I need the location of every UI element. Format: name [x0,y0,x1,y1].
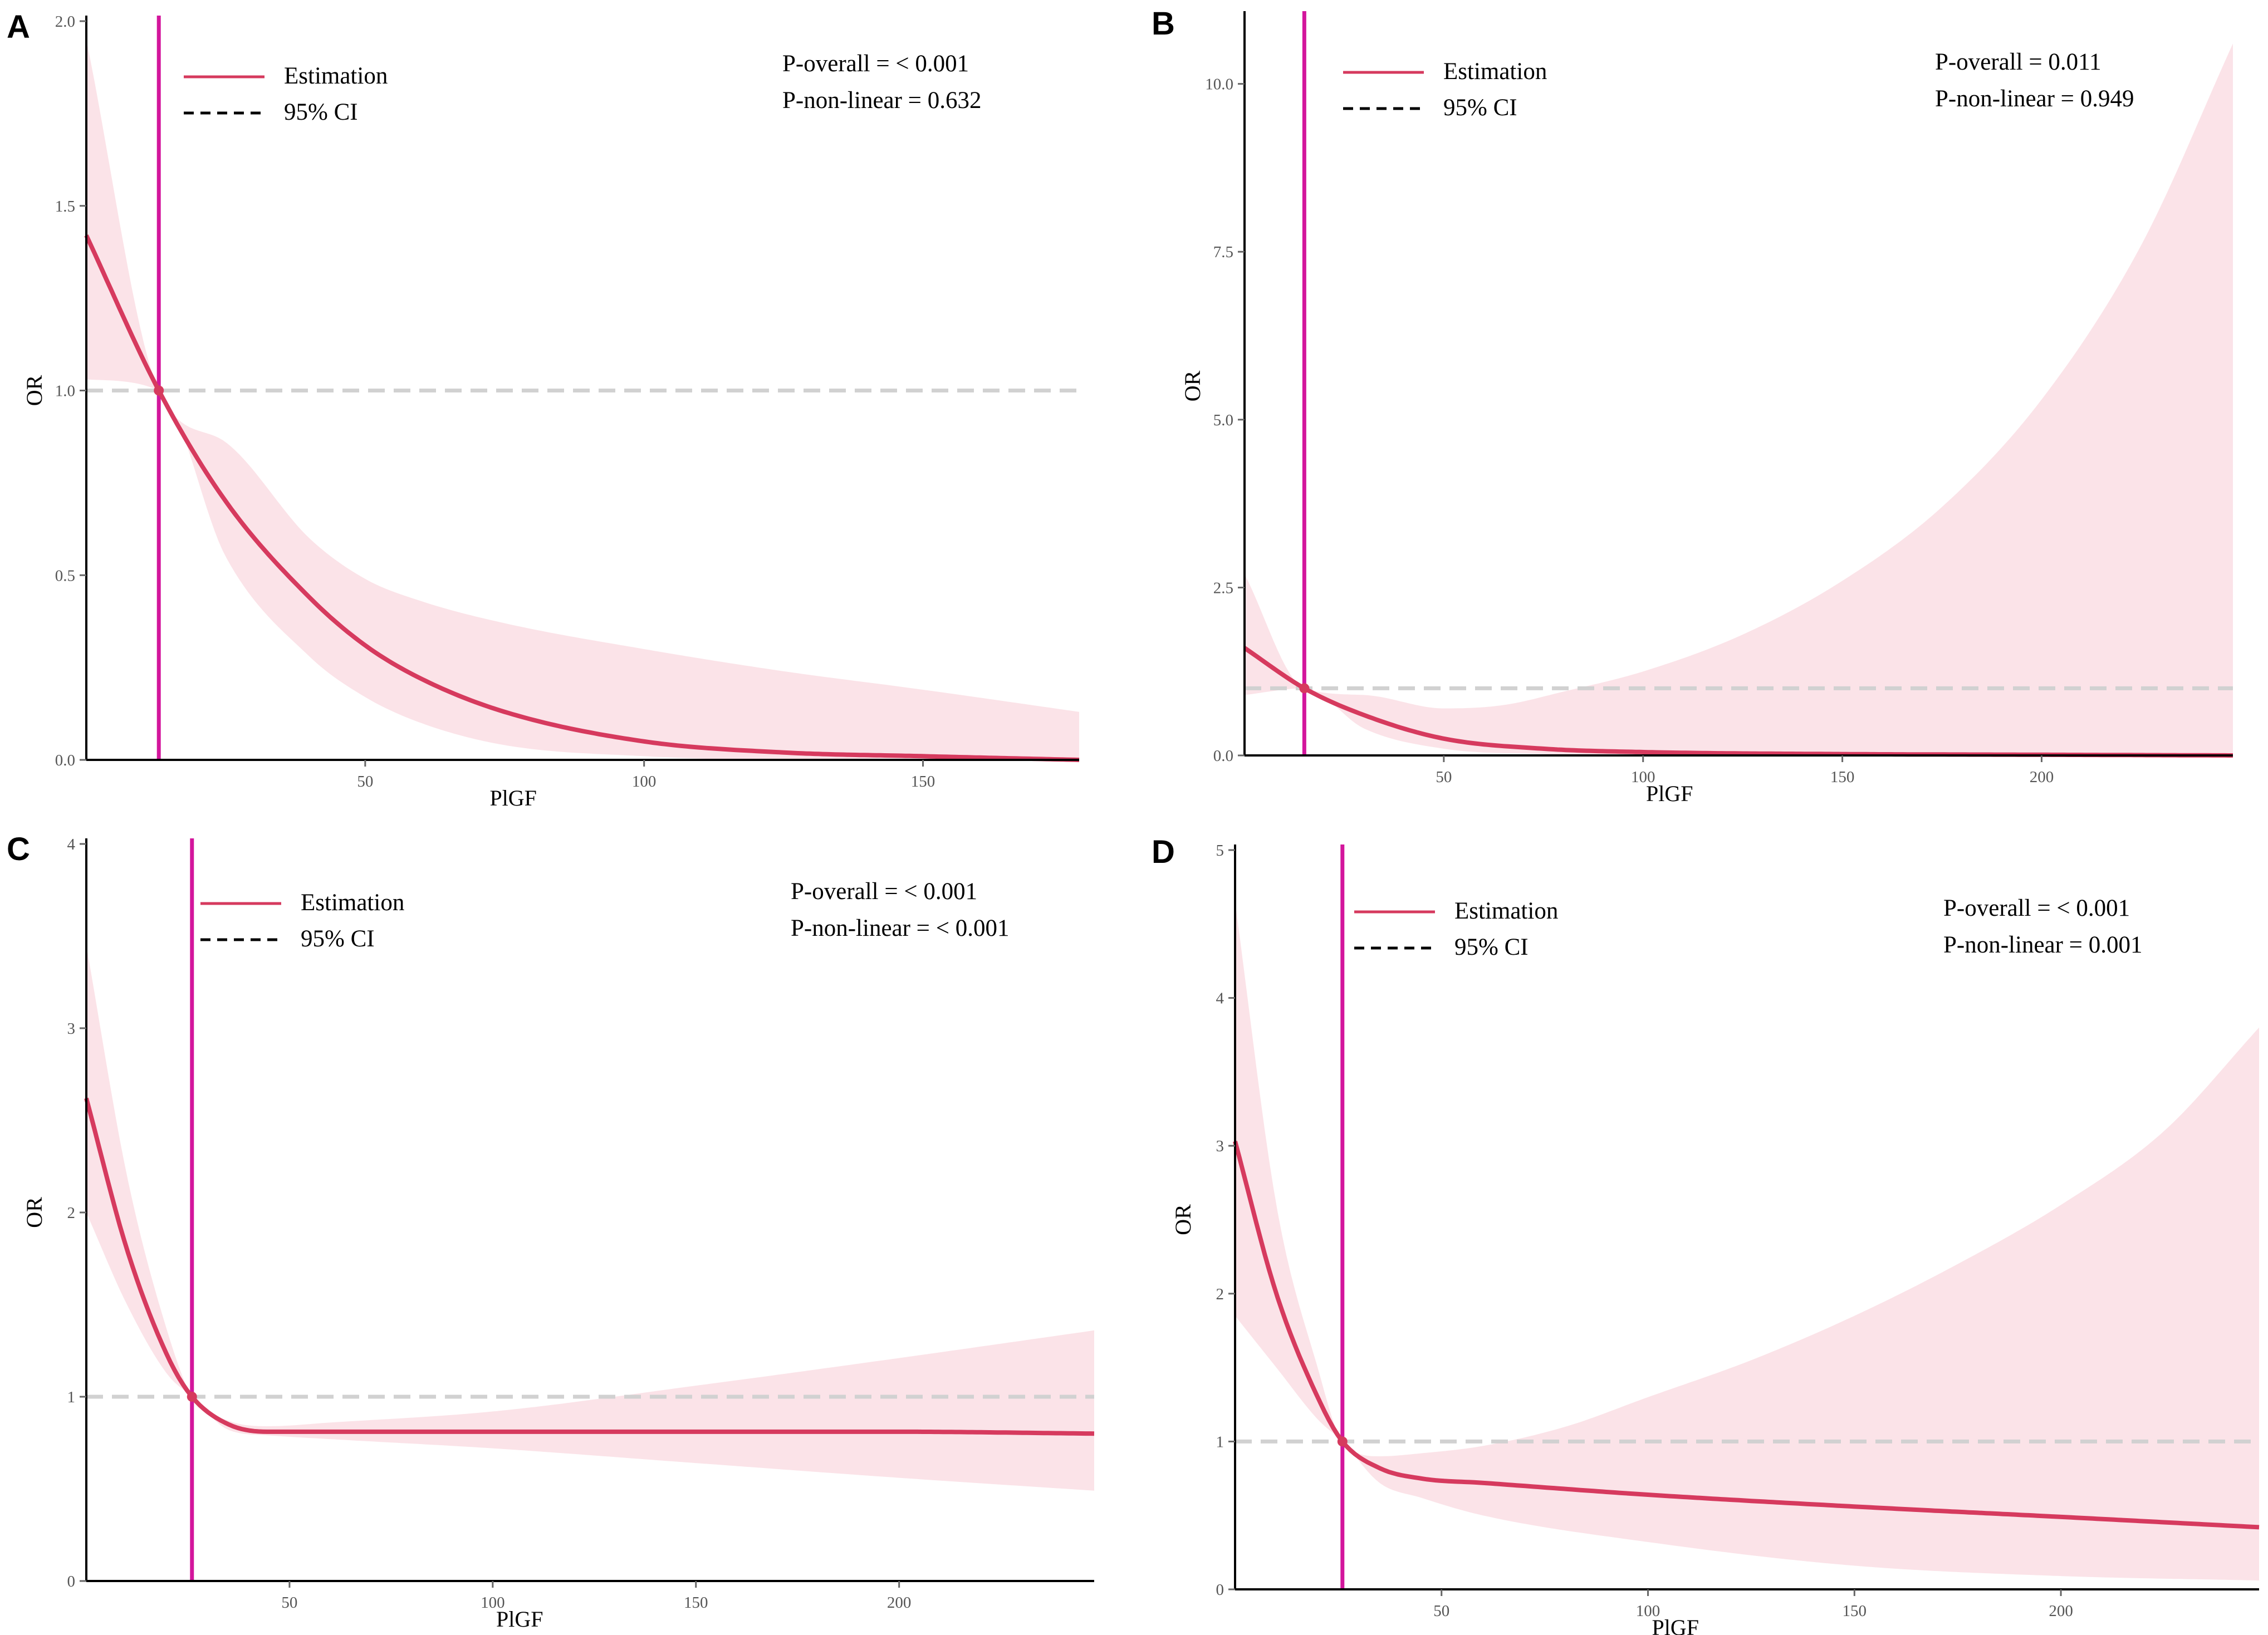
panel-b-x-tick-label: 50 [1436,768,1452,786]
panel-c-x-ticks: 50 100 150 200 [281,1581,911,1612]
panel-d-y-tick-label: 1 [1216,1433,1224,1451]
panel-c-x-label: PlGF [496,1607,543,1632]
panel-a-legend: Estimation 95% CI [184,63,388,125]
panel-d-estimate-line [1233,1141,2260,1530]
panel-a-estimate-line [84,234,1080,762]
panel-a-x-label: PlGF [489,785,537,811]
panel-b-y-tick-label: 10.0 [1205,76,1233,94]
panel-d-x-tick-label: 150 [1843,1602,1867,1620]
panel-c-x-tick-label: 50 [281,1594,297,1612]
panel-d-x-ticks: 50 100 150 200 [1433,1589,2073,1620]
panel-b: B 50 100 150 200 0.0 2.5 5.0 7.5 10.0 PlGF OR E… [1152,6,2233,806]
panel-c-y-ticks: 0 1 2 3 4 [67,836,86,1590]
panel-a-y-label: OR [22,375,47,406]
panel-c-p-non-linear: P-non-linear = < 0.001 [791,915,1009,941]
panel-a-p-overall: P-overall = < 0.001 [782,51,969,77]
panel-d-p-overall: P-overall = < 0.001 [1943,895,2130,921]
panel-b-y-label: OR [1180,370,1205,401]
panel-c-p-overall: P-overall = < 0.001 [791,878,977,905]
panel-a: A 50 100 150 0.0 0.5 1.0 1.5 2.0 PlGF OR Estim… [7,9,1080,811]
panel-d-reference-point [1337,1436,1348,1447]
panel-d-legend-estimation: Estimation [1454,898,1558,924]
panel-b-x-label: PlGF [1646,781,1693,806]
panel-b-legend-estimation: Estimation [1443,58,1547,85]
panel-a-y-ticks: 0.0 0.5 1.0 1.5 2.0 [55,13,86,769]
panel-b-legend-ci: 95% CI [1443,95,1517,121]
panel-b-reference-point [1299,683,1310,694]
panel-b-letter: B [1152,6,1175,42]
panel-d-y-tick-label: 0 [1216,1581,1224,1599]
panel-d-x-tick-label: 100 [1636,1602,1660,1620]
panel-a-y-tick-label: 0.0 [55,752,75,769]
panel-d-x-tick-label: 50 [1433,1602,1449,1620]
panel-d: D 50 100 150 200 0 1 2 3 4 5 PlGF OR Estimation … [1152,834,2260,1635]
panel-b-p-non-linear: P-non-linear = 0.949 [1935,86,2134,112]
panel-c-letter: C [7,831,30,867]
panel-a-letter: A [7,9,30,45]
panel-d-y-tick-label: 2 [1216,1285,1224,1303]
panel-a-y-tick-label: 1.0 [55,382,75,400]
panel-b-x-ticks: 50 100 150 200 [1436,755,2054,786]
panel-b-y-tick-label: 0.0 [1213,747,1233,765]
panel-c-reference-point [187,1392,197,1402]
panel-d-p-non-linear: P-non-linear = 0.001 [1943,932,2142,958]
panel-c-x-tick-label: 150 [684,1594,708,1612]
panel-c-y-tick-label: 0 [67,1573,76,1590]
panel-c-y-tick-label: 2 [67,1204,76,1222]
panel-d-legend-ci: 95% CI [1454,934,1529,960]
panel-a-x-tick-label: 50 [357,773,373,791]
panel-d-letter: D [1152,834,1175,870]
panel-b-y-tick-label: 7.5 [1213,243,1233,261]
panel-a-y-tick-label: 2.0 [55,13,75,31]
panel-c-estimate-line [84,1097,1095,1436]
panel-b-x-tick-label: 150 [1830,768,1855,786]
panel-a-p-non-linear: P-non-linear = 0.632 [782,87,981,114]
panel-d-y-label: OR [1170,1204,1196,1235]
panel-c-legend-estimation: Estimation [301,890,404,916]
panel-c-x-tick-label: 100 [481,1594,505,1612]
panel-c-ci-band [86,945,1094,1491]
panel-b-p-overall: P-overall = 0.011 [1935,49,2102,75]
panel-a-reference-point [154,385,164,396]
panel-b-y-ticks: 0.0 2.5 5.0 7.5 10.0 [1205,76,1245,765]
panel-b-x-tick-label: 100 [1631,768,1655,786]
panel-a-legend-estimation: Estimation [284,63,388,89]
panel-c-x-tick-label: 200 [887,1594,912,1612]
panel-d-y-ticks: 0 1 2 3 4 5 [1216,842,1235,1599]
panel-b-x-tick-label: 200 [2030,768,2054,786]
panel-c-y-tick-label: 4 [67,836,76,853]
panel-d-x-label: PlGF [1652,1615,1699,1635]
panel-d-x-tick-label: 200 [2049,1602,2073,1620]
panel-b-ci-band [1245,43,2233,755]
panel-c-y-label: OR [22,1197,47,1228]
panel-b-legend: Estimation 95% CI [1343,58,1547,121]
panel-d-y-tick-label: 4 [1216,990,1224,1008]
panel-c-legend: Estimation 95% CI [200,890,404,952]
panel-b-y-tick-label: 5.0 [1213,411,1233,429]
panel-a-x-tick-label: 100 [632,773,657,791]
panel-a-legend-ci: 95% CI [284,99,358,125]
panel-c-legend-ci: 95% CI [301,926,375,952]
panel-b-y-tick-label: 2.5 [1213,579,1233,597]
panel-d-y-tick-label: 5 [1216,842,1224,860]
panel-a-ci-band [86,40,1079,760]
panel-d-y-tick-label: 3 [1216,1137,1224,1155]
panel-a-y-tick-label: 0.5 [55,567,75,585]
panel-a-x-ticks: 50 100 150 [357,760,935,791]
panel-c-y-tick-label: 3 [67,1020,76,1038]
panel-a-x-tick-label: 150 [911,773,935,791]
panel-c-y-tick-label: 1 [67,1388,76,1406]
panel-a-y-tick-label: 1.5 [55,198,75,215]
panel-d-legend: Estimation 95% CI [1354,898,1558,960]
panel-c: C 50 100 150 200 0 1 2 3 4 PlGF OR Estimation 9… [7,831,1095,1632]
panel-d-ci-band [1235,902,2259,1581]
